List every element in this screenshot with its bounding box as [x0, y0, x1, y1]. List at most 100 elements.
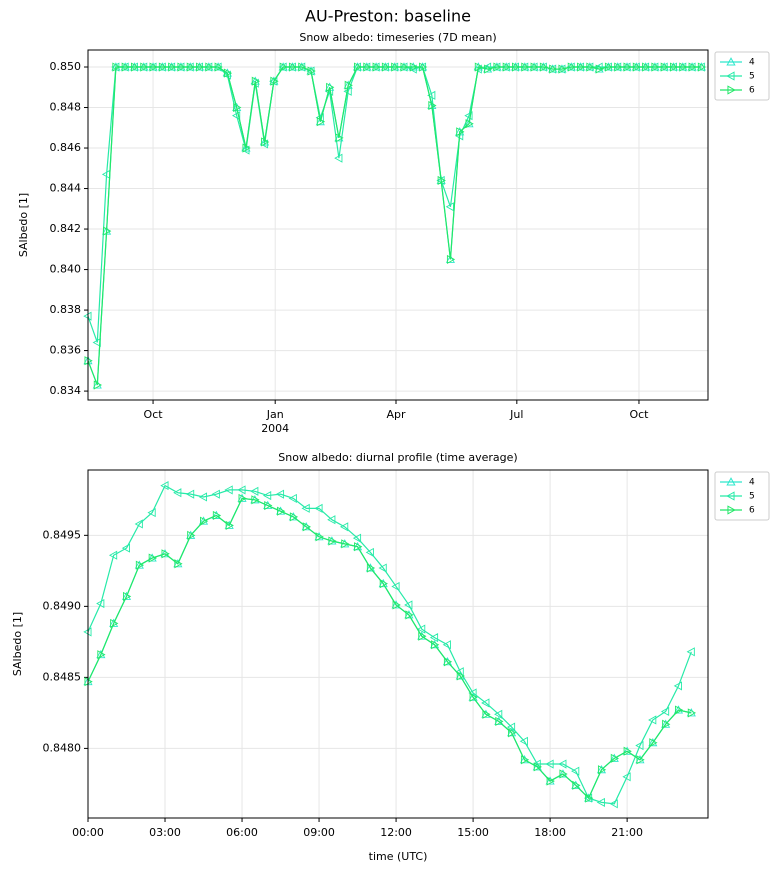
y-tick-label: 0.840: [50, 263, 82, 276]
data-point: [495, 716, 504, 726]
data-point: [224, 485, 233, 495]
data-point: [149, 62, 158, 72]
data-point: [314, 503, 323, 513]
data-point: [660, 62, 669, 72]
data-point: [334, 153, 343, 163]
data-point: [427, 90, 436, 100]
data-point: [431, 640, 440, 650]
x-tick-label: Apr: [386, 408, 406, 421]
data-point: [405, 610, 414, 620]
y-tick-label: 0.850: [50, 60, 82, 73]
data-point: [161, 549, 170, 559]
data-point: [567, 62, 576, 72]
data-point: [445, 202, 454, 212]
data-point: [404, 600, 413, 610]
data-point: [417, 624, 426, 634]
data-point: [418, 631, 427, 641]
data-point: [572, 780, 581, 790]
data-point: [392, 600, 401, 610]
data-point: [464, 111, 473, 121]
data-point: [173, 488, 182, 498]
x-tick-label: Jul: [509, 408, 523, 421]
data-point: [481, 698, 490, 708]
data-point: [545, 759, 554, 769]
data-point: [648, 737, 658, 747]
y-tick-label: 0.848: [50, 101, 82, 114]
data-point: [187, 530, 196, 540]
data-point: [147, 508, 156, 518]
data-point: [474, 62, 484, 72]
data-point: [237, 485, 246, 495]
y-axis-label: SAlbedo [1]: [11, 612, 24, 676]
data-point: [635, 755, 645, 764]
data-point: [417, 631, 427, 640]
plot-frame: [87, 469, 709, 819]
data-point: [93, 380, 103, 390]
data-point: [651, 62, 660, 72]
data-point: [429, 633, 439, 643]
subplot-title: Snow albedo: timeseries (7D mean): [299, 31, 496, 44]
x-tick-label: 00:00: [72, 826, 104, 839]
data-point: [108, 550, 118, 560]
data-point: [316, 117, 326, 127]
subplot-title: Snow albedo: diurnal profile (time avera…: [278, 451, 517, 464]
data-point: [571, 766, 580, 776]
data-point: [242, 143, 251, 153]
data-point: [326, 82, 335, 92]
x-tick-label: 06:00: [226, 826, 258, 839]
data-point: [520, 755, 530, 765]
data-point: [519, 736, 528, 746]
data-point: [636, 755, 645, 765]
data-point: [430, 639, 440, 649]
data-point: [186, 530, 196, 539]
data-point: [391, 581, 400, 592]
data-point: [160, 481, 169, 491]
data-point: [558, 64, 567, 74]
data-point: [231, 111, 241, 121]
x-tick-label: Oct: [629, 408, 649, 421]
x-tick-label: 09:00: [303, 826, 335, 839]
data-point: [250, 486, 259, 496]
data-point: [482, 709, 491, 719]
x-tick-label: Oct: [144, 408, 164, 421]
data-point: [140, 62, 149, 72]
data-point: [241, 143, 251, 152]
data-point: [577, 62, 586, 72]
data-point: [456, 127, 465, 137]
data-point: [493, 62, 502, 72]
data-point: [277, 506, 286, 516]
data-point: [648, 715, 657, 725]
legend-label: 6: [749, 86, 755, 96]
data-point: [546, 776, 555, 786]
data-point: [173, 559, 183, 568]
data-point: [334, 133, 344, 142]
data-point: [571, 780, 581, 789]
data-point: [687, 708, 697, 718]
data-point: [632, 62, 642, 72]
data-point: [381, 62, 391, 72]
y-tick-label: 0.834: [50, 384, 82, 397]
y-axis-label: SAlbedo [1]: [17, 193, 30, 257]
data-point: [595, 64, 604, 74]
data-point: [456, 671, 465, 681]
data-point: [584, 793, 594, 802]
data-point: [378, 563, 387, 573]
data-point: [214, 62, 223, 72]
data-point: [134, 519, 143, 529]
data-point: [298, 62, 307, 72]
data-point: [649, 738, 658, 748]
data-point: [506, 722, 516, 732]
legend-label: 6: [749, 506, 755, 516]
data-point: [205, 62, 214, 72]
data-point: [391, 600, 401, 609]
data-point: [445, 254, 456, 263]
data-point: [442, 657, 452, 666]
data-point: [468, 692, 478, 701]
data-point: [609, 799, 618, 809]
data-point: [168, 62, 177, 72]
legend-label: 4: [749, 478, 755, 488]
data-point: [661, 719, 671, 728]
data-point: [662, 719, 671, 729]
data-point: [622, 746, 632, 755]
